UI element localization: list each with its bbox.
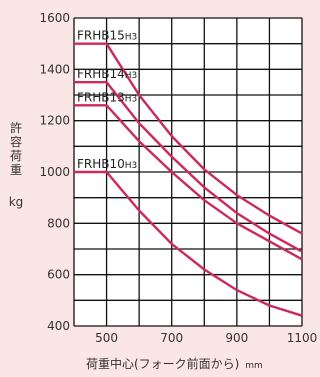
x-axis-unit: mm <box>245 361 263 371</box>
series-label-FRHB14H3: FRHB14H3 <box>77 67 137 81</box>
series-label-FRHB13H3: FRHB13H3 <box>77 90 137 104</box>
x-tick-label: 700 <box>160 331 183 345</box>
x-tick-label: 500 <box>95 331 118 345</box>
series-label-main: FRHB10 <box>77 157 125 171</box>
y-axis-label-char: 重 <box>10 163 22 177</box>
x-ticks: 500 700 900 1100 <box>95 331 317 345</box>
series-label-sub: H3 <box>125 94 138 104</box>
y-axis-label-char: 許 <box>10 121 22 135</box>
series-line-FRHB15H3 <box>74 42 303 235</box>
x-tick-label: 1100 <box>287 331 318 345</box>
y-tick-label: 600 <box>47 268 70 282</box>
x-axis-label-text: 荷重中心(フォーク前面から) <box>86 356 239 371</box>
series-label-sub: H3 <box>125 71 138 81</box>
y-axis-label-char: 荷 <box>10 149 22 163</box>
y-tick-label: 1000 <box>39 165 70 179</box>
series-label-main: FRHB14 <box>77 67 125 81</box>
y-tick-label: 400 <box>47 319 70 333</box>
y-ticks: 400 600 800 1000 1200 1400 1600 <box>39 11 70 333</box>
y-tick-label: 1600 <box>39 11 70 25</box>
x-axis-label: 荷重中心(フォーク前面から) mm <box>86 356 263 371</box>
series-label-main: FRHB13 <box>77 90 125 104</box>
y-tick-label: 800 <box>47 216 70 230</box>
series-label-sub: H3 <box>125 33 138 43</box>
series-label-main: FRHB15 <box>77 29 125 43</box>
series-line-FRHB14H3 <box>74 81 303 253</box>
series-lines <box>74 42 303 317</box>
y-axis-unit: kg <box>9 195 24 209</box>
x-tick-label: 900 <box>225 331 248 345</box>
y-tick-label: 1200 <box>39 114 70 128</box>
series-line-FRHB10H3 <box>74 170 303 317</box>
y-tick-label: 1400 <box>39 62 70 76</box>
y-axis-label-char: 容 <box>10 134 22 149</box>
series-line-FRHB13H3 <box>74 104 303 261</box>
series-label-FRHB10H3: FRHB10H3 <box>77 157 137 171</box>
series-label-FRHB15H3: FRHB15H3 <box>77 29 137 43</box>
series-label-sub: H3 <box>125 161 138 171</box>
